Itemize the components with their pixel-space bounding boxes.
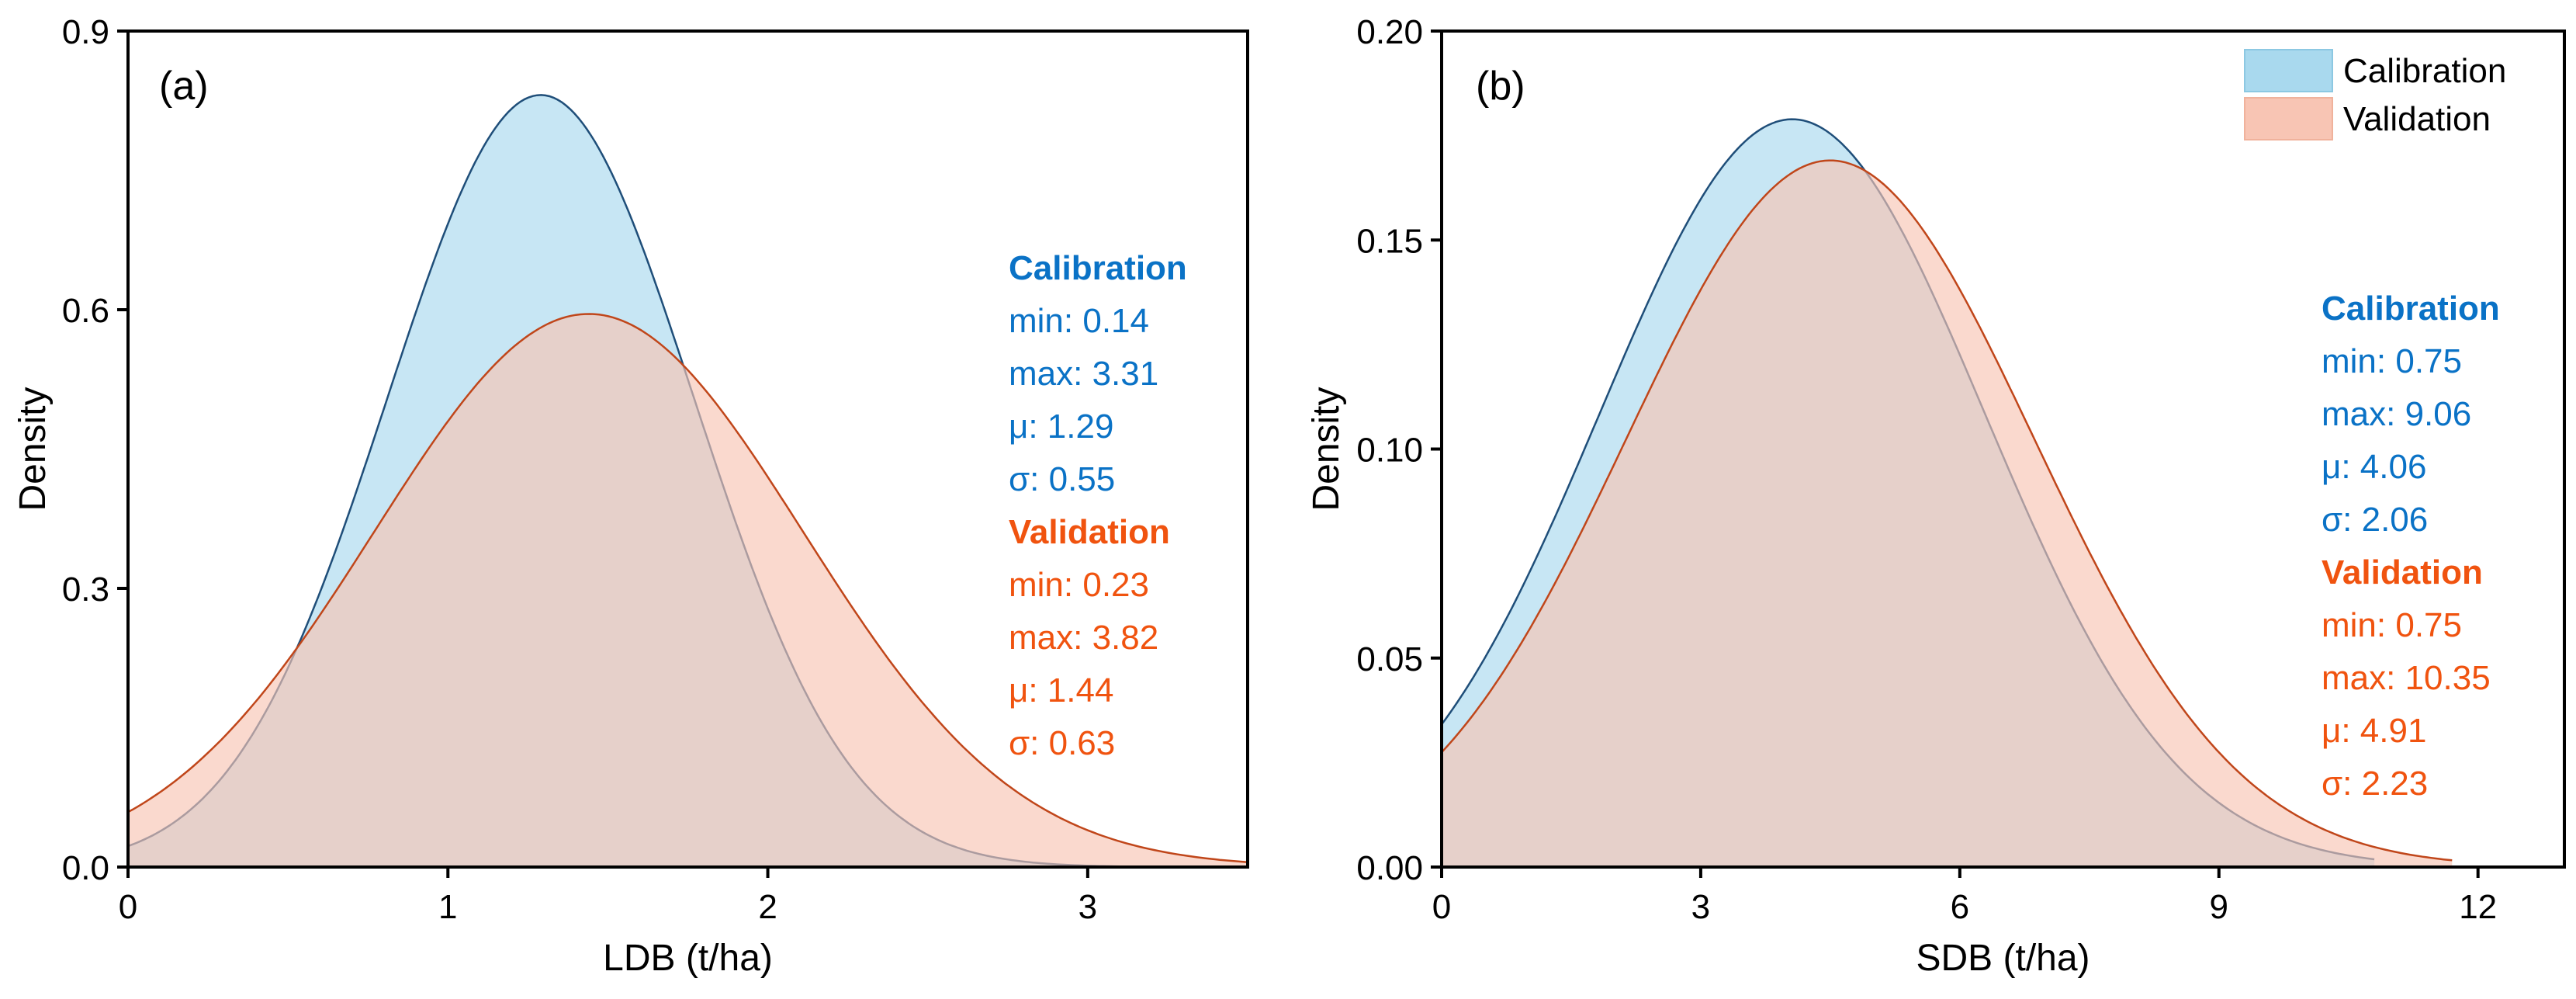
- stats-calibration-min: min: 0.75: [2322, 342, 2462, 380]
- plot-frame: [126, 29, 1249, 869]
- stats-validation-min: min: 0.23: [1009, 566, 1149, 604]
- panel-label: (b): [1476, 64, 1525, 109]
- legend-label-calibration: Calibration: [2343, 52, 2506, 90]
- x-tick-label: 0: [1432, 888, 1451, 926]
- stats-calibration-mu: μ: 4.06: [2322, 448, 2426, 486]
- y-axis-ticks: 0.00 0.05 0.10 0.15 0.20: [1356, 13, 1442, 887]
- x-tick-label: 0: [119, 888, 137, 926]
- stats-validation-max: max: 10.35: [2322, 659, 2491, 697]
- y-tick-label: 0.15: [1356, 222, 1423, 260]
- x-axis-ticks: 0 3 6 9 12: [1432, 867, 2497, 926]
- stats-validation-min: min: 0.75: [2322, 606, 2462, 644]
- x-axis-label: SDB (t/ha): [1916, 938, 2090, 979]
- stats-calibration-min: min: 0.14: [1009, 302, 1149, 340]
- panel-label: (a): [159, 64, 209, 109]
- x-tick-label: 3: [1691, 888, 1710, 926]
- x-axis-ticks: 0 1 2 3: [119, 867, 1097, 926]
- panel-b: 0.00 0.05 0.10 0.15 0.20 0 3 6 9 12 (b) SDB (t/h…: [1306, 13, 2566, 979]
- stats-calibration-max: max: 9.06: [2322, 395, 2471, 433]
- x-tick-label: 1: [438, 888, 457, 926]
- stats-validation-max: max: 3.82: [1009, 619, 1158, 657]
- legend: Calibration Validation: [2244, 49, 2506, 140]
- y-axis-label: Density: [12, 387, 54, 511]
- y-tick-label: 0.00: [1356, 849, 1423, 887]
- stats-calibration-max: max: 3.31: [1009, 355, 1158, 393]
- stats-calibration-title: Calibration: [1009, 249, 1187, 287]
- y-axis-ticks: 0.0 0.3 0.6 0.9: [62, 13, 128, 887]
- stats-validation-title: Validation: [2322, 553, 2483, 591]
- legend-swatch-calibration: [2244, 49, 2333, 92]
- stats-validation-mu: μ: 4.91: [2322, 712, 2426, 750]
- y-tick-label: 0.6: [62, 292, 109, 330]
- stats-calibration-sigma: σ: 0.55: [1009, 460, 1115, 498]
- x-tick-label: 3: [1079, 888, 1097, 926]
- stats-calibration-sigma: σ: 2.06: [2322, 501, 2428, 539]
- x-axis-label: LDB (t/ha): [603, 938, 773, 979]
- stats-validation-sigma: σ: 2.23: [2322, 765, 2428, 803]
- x-tick-label: 9: [2210, 888, 2228, 926]
- stats-annotation: Calibration min: 0.75 max: 9.06 μ: 4.06 …: [2322, 290, 2500, 803]
- density-area-validation: [1442, 160, 2453, 867]
- density-curves: [127, 94, 1248, 868]
- stats-validation-sigma: σ: 0.63: [1009, 724, 1115, 762]
- y-tick-label: 0.0: [62, 849, 109, 887]
- density-curves: [1440, 118, 2453, 868]
- stats-calibration-mu: μ: 1.29: [1009, 408, 1113, 446]
- stats-validation-mu: μ: 1.44: [1009, 671, 1113, 709]
- x-tick-label: 12: [2459, 888, 2497, 926]
- y-tick-label: 0.9: [62, 13, 109, 51]
- y-tick-label: 0.10: [1356, 432, 1423, 470]
- y-tick-label: 0.3: [62, 571, 109, 609]
- legend-label-validation: Validation: [2343, 100, 2491, 138]
- stats-calibration-title: Calibration: [2322, 290, 2500, 328]
- y-tick-label: 0.20: [1356, 13, 1423, 51]
- y-axis-label: Density: [1306, 387, 1347, 511]
- density-line-validation: [1441, 159, 2453, 862]
- panel-a: 0.0 0.3 0.6 0.9 0 1 2 3 (a) LDB (t/ha) Density…: [12, 13, 1249, 979]
- stats-validation-title: Validation: [1009, 513, 1170, 551]
- x-tick-label: 6: [1951, 888, 1969, 926]
- legend-swatch-validation: [2244, 97, 2333, 140]
- stats-annotation: Calibration min: 0.14 max: 3.31 μ: 1.29 …: [1009, 249, 1187, 762]
- density-line-validation: [127, 313, 1248, 863]
- y-tick-label: 0.05: [1356, 640, 1423, 678]
- density-area-validation: [128, 314, 1248, 867]
- x-tick-label: 2: [758, 888, 777, 926]
